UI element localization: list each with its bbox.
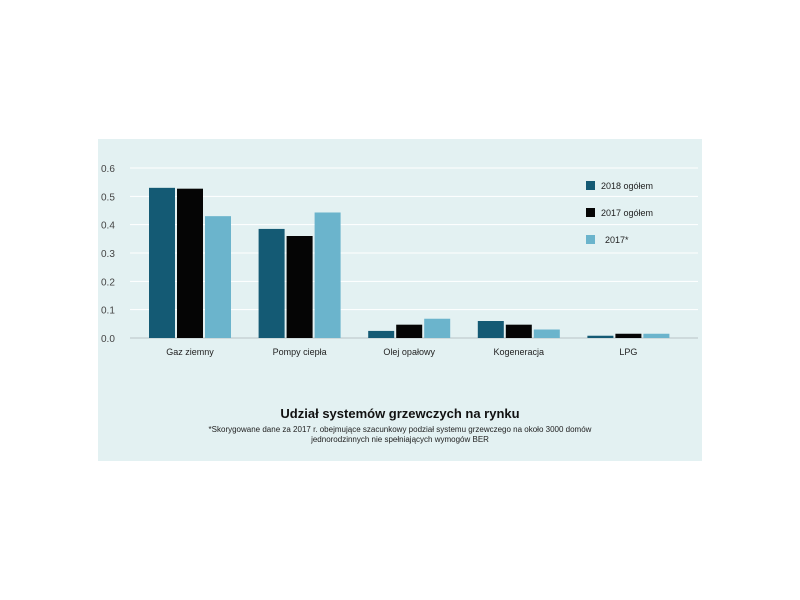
bar xyxy=(314,212,341,338)
y-tick-label: 0.1 xyxy=(101,306,115,317)
legend-swatch xyxy=(586,181,595,190)
legend-label: 2017* xyxy=(605,235,629,245)
bar xyxy=(424,318,451,338)
y-tick-label: 0.3 xyxy=(101,249,115,260)
x-tick-label: LPG xyxy=(619,347,637,357)
chart-title: Udział systemów grzewczych na rynku xyxy=(280,406,520,421)
chart-footnote: *Skorygowane dane za 2017 r. obejmujące … xyxy=(208,425,592,444)
legend-swatch xyxy=(586,208,595,217)
bar xyxy=(258,228,285,338)
x-tick-label: Pompy ciepła xyxy=(273,347,327,357)
bar xyxy=(505,324,532,338)
legend: 2018 ogółem 2017 ogółem 2017* xyxy=(586,181,653,245)
chart-caption: Udział systemów grzewczych na rynku *Sko… xyxy=(98,406,702,445)
bar xyxy=(587,335,614,338)
legend-swatch xyxy=(586,235,595,244)
y-tick-label: 0.4 xyxy=(101,221,115,232)
x-tick-label: Kogeneracja xyxy=(494,347,545,357)
bar xyxy=(205,216,231,338)
legend-label: 2017 ogółem xyxy=(601,208,653,218)
bar xyxy=(643,333,670,338)
x-tick-label: Gaz ziemny xyxy=(166,347,214,357)
bar xyxy=(368,330,395,338)
y-tick-label: 0.6 xyxy=(101,164,115,175)
bar xyxy=(286,236,313,338)
bar xyxy=(477,321,504,338)
bar xyxy=(149,187,175,338)
x-tick-label: Olej opałowy xyxy=(383,347,435,357)
y-tick-label: 0.5 xyxy=(101,192,115,203)
bar xyxy=(615,333,642,338)
legend-label: 2018 ogółem xyxy=(601,181,653,191)
y-axis-ticks: 0.0 0.1 0.2 0.3 0.4 0.5 0.6 xyxy=(101,164,115,345)
bar xyxy=(533,329,560,338)
bars xyxy=(149,187,670,338)
y-tick-label: 0.2 xyxy=(101,277,115,288)
bar xyxy=(396,324,423,338)
bar xyxy=(177,188,203,338)
x-axis-labels: Gaz ziemny Pompy ciepła Olej opałowy Kogene… xyxy=(166,347,637,357)
y-tick-label: 0.0 xyxy=(101,334,115,345)
